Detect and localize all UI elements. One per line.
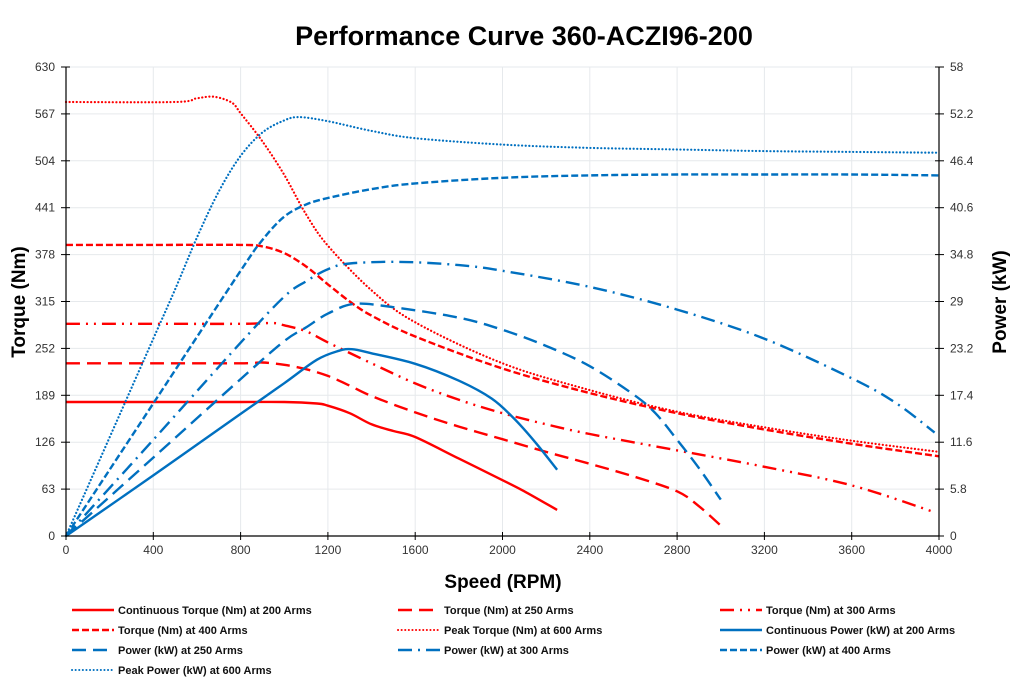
y-tick-label: 630 [35,60,55,74]
series-line-6 [65,302,722,537]
y2-tick-label: 46.4 [950,154,974,168]
legend-label: Power (kW) at 300 Arms [444,645,569,657]
y2-tick-label: 40.6 [950,201,974,215]
legend-item: Torque (Nm) at 300 Arms [720,605,896,617]
legend: Continuous Torque (Nm) at 200 Arms Torque… [71,605,955,677]
legend-item: Peak Power (kW) at 600 Arms [71,665,272,677]
x-tick-label: 0 [63,543,70,557]
y2-tick-label: 52.2 [950,107,974,121]
series-line-3 [66,243,940,458]
y-tick-label: 315 [35,295,55,309]
series-line-0 [66,400,558,511]
legend-item: Power (kW) at 400 Arms [720,645,891,657]
series-line-7 [65,260,936,537]
legend-item: Torque (Nm) at 250 Arms [398,605,574,617]
y-tick-label: 378 [35,248,55,262]
x-tick-label: 3200 [751,543,778,557]
legend-label: Power (kW) at 400 Arms [766,645,891,657]
y-tick-label: 252 [35,341,55,355]
legend-item: Peak Torque (Nm) at 600 Arms [397,625,602,637]
y2-tick-label: 5.8 [950,482,967,496]
series-line-5 [65,347,559,537]
chart-title: Performance Curve 360-ACZI96-200 [295,21,753,51]
legend-label: Power (kW) at 250 Arms [118,645,243,657]
axes: 0 400 800 1200 1600 2000 2400 2800 3200 3600 40000… [35,60,974,557]
y2-tick-label: 11.6 [950,435,973,449]
series-line-1 [66,361,722,527]
legend-label: Peak Torque (Nm) at 600 Arms [444,625,602,637]
y2-tick-label: 58 [950,60,964,74]
legend-item: Continuous Torque (Nm) at 200 Arms [72,605,312,617]
series-line-8 [64,173,940,537]
x-axis-title: Speed (RPM) [444,572,561,593]
y2-tick-label: 17.4 [950,388,974,402]
x-tick-label: 2000 [489,543,516,557]
legend-label: Torque (Nm) at 250 Arms [444,605,574,617]
y-axis-title: Torque (Nm) [9,246,30,358]
x-tick-label: 1200 [315,543,342,557]
y-tick-label: 567 [35,107,55,121]
gridlines [66,66,939,536]
legend-label: Torque (Nm) at 300 Arms [766,605,896,617]
x-tick-label: 2800 [664,543,691,557]
x-tick-label: 800 [231,543,251,557]
y-tick-label: 504 [35,154,55,168]
x-tick-label: 400 [143,543,163,557]
legend-label: Continuous Torque (Nm) at 200 Arms [118,605,312,617]
legend-label: Continuous Power (kW) at 200 Arms [766,625,955,637]
y2-tick-label: 29 [950,295,964,309]
y2-tick-label: 0 [950,529,957,543]
legend-label: Torque (Nm) at 400 Arms [118,625,248,637]
y-tick-label: 0 [48,529,55,543]
y2-tick-label: 34.8 [950,248,974,262]
x-tick-label: 1600 [402,543,429,557]
y-tick-label: 441 [35,201,55,215]
series-line-4 [64,95,941,453]
legend-item: Continuous Power (kW) at 200 Arms [720,625,955,637]
series-line-2 [66,321,935,514]
y2-axis-title: Power (kW) [990,250,1011,353]
series-line-9 [64,115,941,538]
legend-item: Power (kW) at 250 Arms [72,645,243,657]
x-tick-label: 3600 [838,543,865,557]
legend-label: Peak Power (kW) at 600 Arms [118,665,272,677]
y2-tick-label: 23.2 [950,341,974,355]
legend-item: Power (kW) at 300 Arms [398,645,569,657]
series-layer [64,95,941,538]
y-tick-label: 189 [35,388,55,402]
x-tick-label: 2400 [576,543,603,557]
y-tick-label: 126 [35,435,55,449]
y-tick-label: 63 [42,482,56,496]
legend-item: Torque (Nm) at 400 Arms [72,625,248,637]
x-tick-label: 4000 [926,543,953,557]
